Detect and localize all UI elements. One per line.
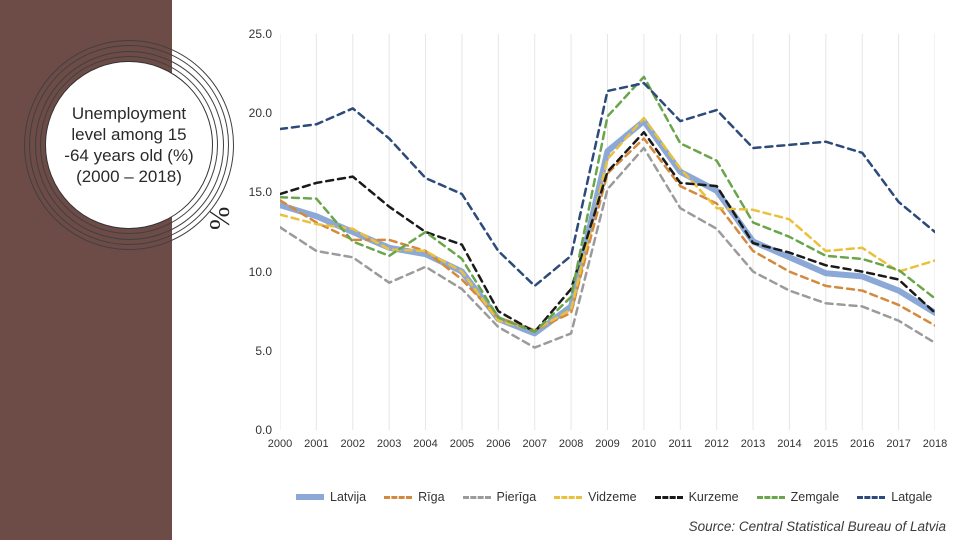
x-tick: 2004 bbox=[413, 438, 437, 450]
x-tick: 2007 bbox=[522, 438, 546, 450]
y-tick: 0.0 bbox=[232, 423, 272, 437]
legend-item-latvija: Latvija bbox=[296, 490, 366, 504]
y-tick: 25.0 bbox=[232, 27, 272, 41]
legend-label: Kurzeme bbox=[689, 490, 739, 504]
y-tick: 5.0 bbox=[232, 344, 272, 358]
x-tick: 2009 bbox=[595, 438, 619, 450]
x-tick: 2001 bbox=[304, 438, 328, 450]
legend-swatch bbox=[554, 496, 582, 499]
plot-area bbox=[280, 34, 935, 430]
line-chart: 0.0 5.0 10.0 15.0 20.0 25.0 2000 2001 2002 2003 20… bbox=[232, 18, 942, 470]
legend-label: Pierīga bbox=[497, 490, 537, 504]
x-tick: 2008 bbox=[559, 438, 583, 450]
legend: Latvija Rīga Pierīga Vidzeme Kurzeme Zemgale L… bbox=[296, 490, 956, 504]
x-tick: 2006 bbox=[486, 438, 510, 450]
legend-label: Vidzeme bbox=[588, 490, 636, 504]
legend-swatch bbox=[757, 496, 785, 499]
x-tick: 2000 bbox=[268, 438, 292, 450]
x-tick: 2013 bbox=[741, 438, 765, 450]
legend-item-zemgale: Zemgale bbox=[757, 490, 840, 504]
legend-swatch bbox=[296, 494, 324, 500]
legend-swatch bbox=[857, 496, 885, 499]
x-tick: 2015 bbox=[814, 438, 838, 450]
x-tick: 2005 bbox=[450, 438, 474, 450]
y-tick: 20.0 bbox=[232, 106, 272, 120]
legend-label: Latvija bbox=[330, 490, 366, 504]
source-line: Source: Central Statistical Bureau of La… bbox=[689, 519, 946, 534]
legend-swatch bbox=[384, 496, 412, 499]
legend-item-kurzeme: Kurzeme bbox=[655, 490, 739, 504]
y-tick: 10.0 bbox=[232, 265, 272, 279]
chart-title: Unemployment level among 15 -64 years ol… bbox=[60, 103, 198, 188]
x-tick: 2012 bbox=[704, 438, 728, 450]
legend-label: Latgale bbox=[891, 490, 932, 504]
legend-item-rīga: Rīga bbox=[384, 490, 444, 504]
x-tick: 2014 bbox=[777, 438, 801, 450]
x-tick: 2018 bbox=[923, 438, 947, 450]
legend-item-latgale: Latgale bbox=[857, 490, 932, 504]
legend-swatch bbox=[463, 496, 491, 499]
legend-swatch bbox=[655, 496, 683, 499]
legend-item-pierīga: Pierīga bbox=[463, 490, 537, 504]
legend-label: Rīga bbox=[418, 490, 444, 504]
title-medallion: Unemployment level among 15 -64 years ol… bbox=[24, 40, 234, 250]
x-tick: 2011 bbox=[668, 438, 692, 450]
x-tick: 2002 bbox=[341, 438, 365, 450]
x-tick: 2016 bbox=[850, 438, 874, 450]
x-tick: 2017 bbox=[886, 438, 910, 450]
legend-label: Zemgale bbox=[791, 490, 840, 504]
legend-item-vidzeme: Vidzeme bbox=[554, 490, 636, 504]
y-tick: 15.0 bbox=[232, 185, 272, 199]
x-tick: 2003 bbox=[377, 438, 401, 450]
x-tick: 2010 bbox=[632, 438, 656, 450]
